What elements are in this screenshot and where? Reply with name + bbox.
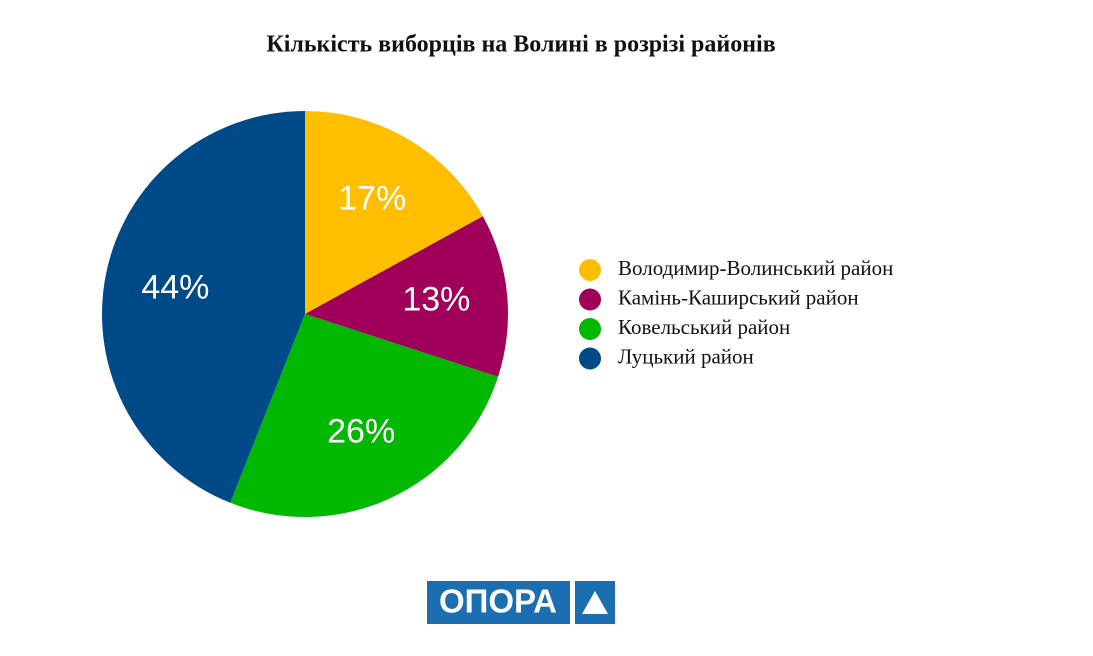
value-label: 13%	[402, 281, 470, 319]
legend-label: Камінь-Каширський район	[618, 285, 859, 309]
value-label: 17%	[338, 179, 406, 217]
legend-marker	[579, 347, 601, 370]
legend-marker	[579, 259, 601, 281]
pie-slice	[230, 314, 499, 517]
logo-icon	[582, 591, 608, 614]
legend-label: Ковельський район	[618, 315, 790, 339]
value-label: 44%	[141, 268, 209, 306]
pie-slice	[305, 111, 483, 314]
legend-marker	[579, 288, 601, 311]
chart-title: Кількість виборців на Волині в розрізі р…	[266, 32, 775, 58]
pie-slice	[305, 216, 508, 377]
value-label: 26%	[327, 412, 395, 450]
legend-marker	[579, 318, 601, 340]
legend-label: Луцький район	[618, 344, 754, 368]
legend-label: Володимир-Волинський район	[618, 256, 893, 280]
logo-box	[427, 581, 570, 624]
logo-text: ОПОРА	[439, 583, 557, 620]
pie-slice	[102, 111, 306, 503]
